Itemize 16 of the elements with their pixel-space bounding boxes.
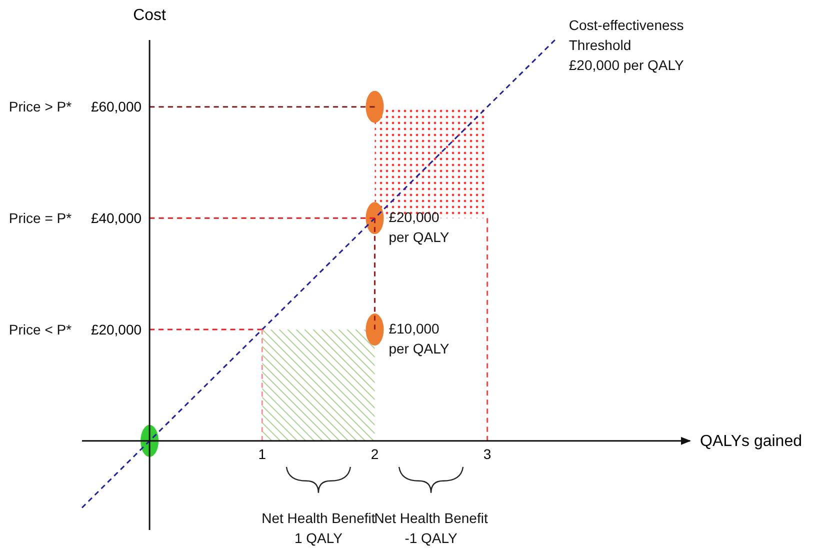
annotation: Cost-effectiveness Threshold £20,000 per QALY <box>568 17 684 73</box>
y-tick-label: £60,000 <box>90 98 142 115</box>
text: Price > P* <box>8 98 72 115</box>
annotation: Net Health Benefit 1 QALY <box>262 510 376 546</box>
annotation: Net Health Benefit -1 QALY <box>374 510 488 546</box>
annotation: £20,000 per QALY <box>388 209 450 246</box>
x-tick-label: 1 <box>258 446 266 462</box>
x-axis-title: QALYs gained <box>700 432 802 450</box>
text: Price < P* <box>8 321 72 338</box>
y-tick-label: £20,000 <box>90 321 142 338</box>
y-axis-title: Cost <box>133 7 167 24</box>
y-tick-label: £40,000 <box>90 210 142 226</box>
x-tick-label: 3 <box>483 446 492 462</box>
annotation: £10,000 per QALY <box>388 320 450 357</box>
text: Price = P* <box>8 210 72 226</box>
x-tick-label: 2 <box>370 446 379 462</box>
